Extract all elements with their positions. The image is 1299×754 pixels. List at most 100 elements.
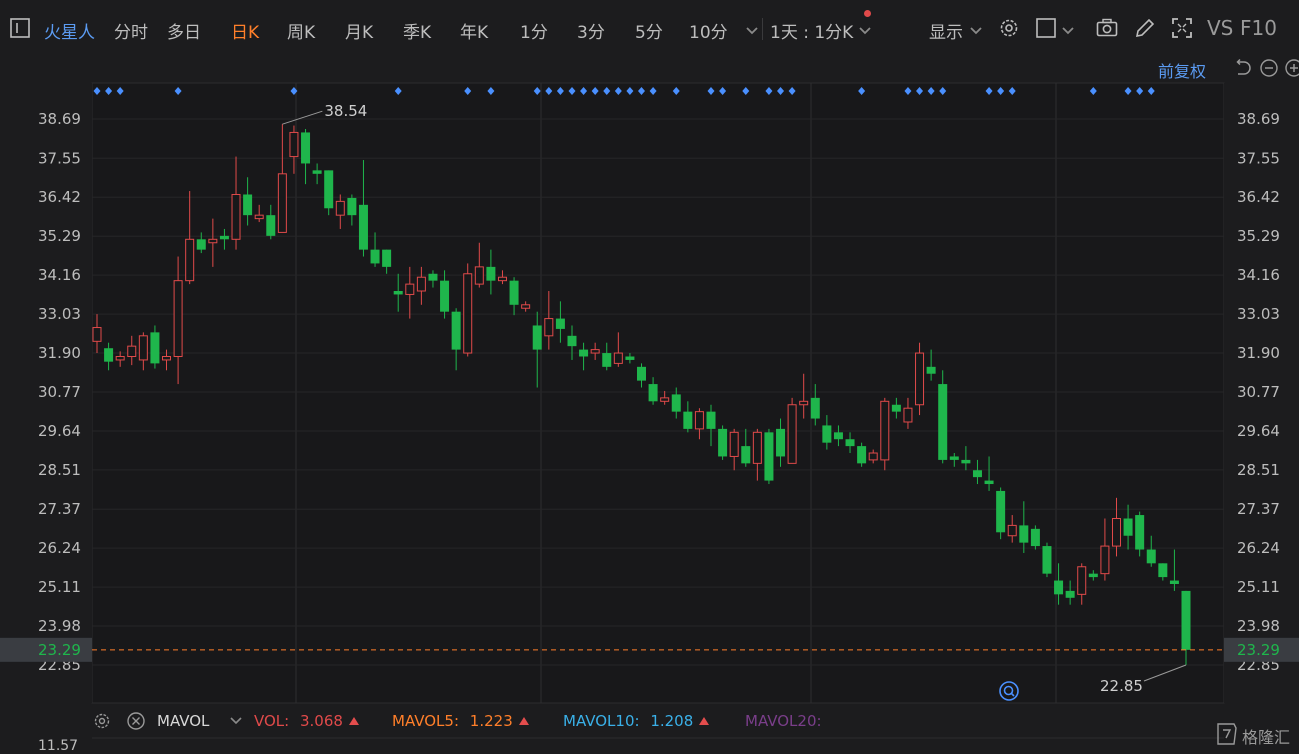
candle-35 (497, 270, 507, 285)
candle-body-35 (497, 276, 507, 282)
event-marker-9 (545, 87, 553, 95)
candle-63 (822, 415, 832, 450)
tab-daily-k[interactable]: 日K (231, 23, 260, 43)
zoom-in-icon[interactable] (1284, 58, 1299, 78)
tab-intraday[interactable]: 分时 (114, 23, 148, 43)
y-tick-left-2: 36.42 (38, 188, 81, 206)
candle-body-90 (1135, 515, 1145, 550)
fullscreen-icon[interactable] (1170, 16, 1194, 40)
event-marker-25 (788, 87, 796, 95)
y-tick-left-8: 29.64 (38, 422, 81, 440)
tab-yearly-k[interactable]: 年K (460, 23, 489, 43)
candle-17 (289, 125, 299, 174)
event-marker-32 (997, 87, 1005, 95)
candle-48 (648, 377, 658, 405)
sidebar-toggle-icon[interactable] (8, 16, 32, 40)
pencil-icon[interactable] (1133, 16, 1157, 40)
candle-body-7 (173, 280, 183, 357)
tab-weekly-k[interactable]: 周K (287, 23, 316, 43)
candle-4 (138, 332, 148, 371)
notification-dot (864, 10, 871, 17)
candle-93 (1169, 549, 1179, 591)
tab-3min[interactable]: 3分 (577, 23, 605, 43)
low-annotation-leader (1143, 664, 1187, 682)
candle-body-65 (845, 439, 855, 447)
y-tick-right-7: 30.77 (1237, 383, 1280, 401)
candle-body-57 (752, 431, 762, 464)
tab-1min[interactable]: 1分 (520, 23, 548, 43)
candle-body-89 (1123, 518, 1133, 536)
candle-body-30 (440, 280, 450, 312)
indicator-chevron-down-icon[interactable] (226, 710, 246, 730)
event-marker-37 (1147, 87, 1155, 95)
y-tick-right-2: 36.42 (1237, 188, 1280, 206)
candle-body-59 (776, 428, 786, 457)
candle-50 (671, 387, 681, 419)
mavol20-label: MAVOL20: (745, 712, 822, 730)
event-marker-22 (742, 87, 750, 95)
candle-71 (915, 342, 925, 416)
camera-icon[interactable] (1095, 16, 1119, 40)
candle-55 (729, 428, 739, 471)
stock-name[interactable]: 火星人 (44, 23, 95, 43)
tab-10min[interactable]: 10分 (689, 23, 728, 43)
search-zoom-icon[interactable] (998, 680, 1020, 702)
candle-body-19 (312, 170, 322, 174)
candle-28 (416, 266, 426, 305)
event-marker-14 (603, 87, 611, 95)
adjust-mode-label[interactable]: 前复权 (1158, 62, 1207, 81)
tab-5min[interactable]: 5分 (635, 23, 663, 43)
y-tick-right-0: 38.69 (1237, 110, 1280, 128)
y-tick-left-10: 27.37 (38, 500, 81, 518)
candle-body-82 (1042, 546, 1052, 574)
candle-45 (613, 332, 623, 367)
toolbar: 火星人 分时 多日 日K 周K 月K 季K 年K 1分 3分 5分 10分 1天… (0, 0, 1299, 56)
candle-body-31 (451, 311, 461, 350)
tab-quarterly-k[interactable]: 季K (403, 23, 432, 43)
y-tick-right-5: 33.03 (1237, 305, 1280, 323)
settings-gear-icon[interactable] (997, 16, 1021, 40)
reset-icon[interactable] (1232, 58, 1252, 78)
combo-chevron-down-icon[interactable] (853, 18, 877, 42)
candle-body-43 (590, 349, 600, 354)
layout-square-icon[interactable] (1034, 16, 1058, 40)
candle-65 (845, 432, 855, 454)
event-marker-20 (707, 87, 715, 95)
candle-body-45 (613, 352, 623, 364)
f10-button[interactable]: F10 (1240, 16, 1277, 40)
vs-compare-button[interactable]: VS (1207, 16, 1234, 40)
candle-body-1 (104, 348, 114, 362)
event-marker-26 (858, 87, 866, 95)
display-menu[interactable]: 显示 (929, 23, 963, 43)
chevron-down-icon[interactable] (740, 18, 764, 42)
y-tick-right-4: 34.16 (1237, 266, 1280, 284)
candle-body-4 (138, 335, 148, 361)
candle-29 (428, 270, 438, 288)
y-tick-right-12: 25.11 (1237, 578, 1280, 596)
high-annotation-label: 38.54 (324, 102, 367, 120)
indicator-settings-gear-icon[interactable] (92, 711, 112, 731)
candle-74 (949, 453, 959, 467)
candle-2 (115, 351, 125, 367)
candle-42 (579, 342, 589, 371)
tab-multi-day[interactable]: 多日 (167, 23, 201, 43)
current-price-label-left: 23.29 (38, 641, 81, 659)
indicator-close-icon[interactable] (126, 711, 146, 731)
candle-1 (104, 342, 114, 371)
layout-chevron-down-icon[interactable] (1056, 18, 1080, 42)
event-marker-8 (533, 87, 541, 95)
candle-78 (996, 487, 1006, 540)
candle-body-84 (1065, 590, 1075, 598)
mavol5-label: MAVOL5: 1.223 (392, 712, 529, 730)
candle-56 (741, 428, 751, 467)
zoom-out-icon[interactable] (1259, 58, 1279, 78)
tab-monthly-k[interactable]: 月K (345, 23, 374, 43)
candle-32 (463, 263, 473, 357)
combo-period-select[interactable]: 1天 : 1分K (770, 23, 854, 43)
indicator-name[interactable]: MAVOL (157, 712, 210, 730)
candle-49 (660, 390, 670, 405)
display-chevron-down-icon[interactable] (964, 18, 988, 42)
candle-body-14 (254, 214, 264, 220)
vol-label: VOL: 3.068 (254, 712, 359, 730)
